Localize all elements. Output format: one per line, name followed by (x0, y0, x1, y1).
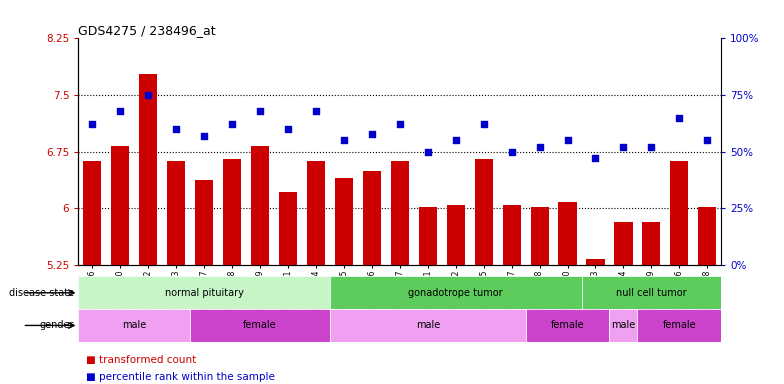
Bar (390, 162, 409, 265)
Bar (191, 309, 330, 342)
Point (533, 144, 546, 150)
Bar (699, 207, 717, 265)
Point (590, 156, 602, 162)
Text: male: male (122, 320, 147, 331)
Text: gender: gender (40, 320, 74, 331)
Point (170, 126, 183, 132)
Bar (78, 276, 330, 309)
Point (673, 114, 686, 121)
Bar (330, 309, 525, 342)
Bar (78, 309, 191, 342)
Point (142, 92, 154, 98)
Bar (167, 162, 185, 265)
Text: female: female (662, 320, 696, 331)
Point (86, 121, 99, 127)
Text: ■ transformed count: ■ transformed count (86, 355, 197, 365)
Bar (307, 162, 325, 265)
Point (365, 131, 378, 137)
Point (701, 137, 713, 143)
Bar (363, 170, 381, 265)
Text: normal pituitary: normal pituitary (165, 288, 244, 298)
Bar (474, 159, 493, 265)
Bar (609, 309, 637, 342)
Bar (615, 222, 633, 265)
Text: disease state: disease state (9, 288, 74, 298)
Point (281, 126, 294, 132)
Point (477, 121, 490, 127)
Bar (531, 207, 549, 265)
Bar (111, 146, 129, 265)
Text: female: female (550, 320, 584, 331)
Point (506, 149, 518, 155)
Point (394, 121, 406, 127)
Bar (642, 222, 660, 265)
Bar (582, 276, 721, 309)
Bar (637, 309, 721, 342)
Bar (419, 207, 437, 265)
Bar (335, 178, 353, 265)
Bar (447, 205, 465, 265)
Text: GDS4275 / 238496_at: GDS4275 / 238496_at (78, 24, 216, 37)
Point (338, 137, 350, 143)
Text: male: male (612, 320, 636, 331)
Point (114, 108, 126, 114)
Text: female: female (243, 320, 277, 331)
Point (310, 108, 322, 114)
Text: gonadotrope tumor: gonadotrope tumor (408, 288, 503, 298)
Point (226, 121, 238, 127)
Point (198, 133, 210, 139)
Bar (140, 74, 158, 265)
Bar (83, 162, 101, 265)
Text: null cell tumor: null cell tumor (616, 288, 687, 298)
Point (561, 137, 574, 143)
Bar (279, 192, 297, 265)
Bar (670, 162, 688, 265)
Bar (525, 309, 609, 342)
Point (422, 149, 434, 155)
Point (645, 144, 658, 150)
Text: ■ percentile rank within the sample: ■ percentile rank within the sample (86, 372, 275, 382)
Bar (251, 146, 269, 265)
Bar (558, 202, 577, 265)
Point (254, 108, 267, 114)
Point (449, 137, 462, 143)
Point (617, 144, 630, 150)
Bar (223, 159, 241, 265)
Bar (503, 205, 521, 265)
Bar (586, 259, 604, 265)
Bar (330, 276, 582, 309)
Text: male: male (416, 320, 440, 331)
Bar (195, 180, 213, 265)
